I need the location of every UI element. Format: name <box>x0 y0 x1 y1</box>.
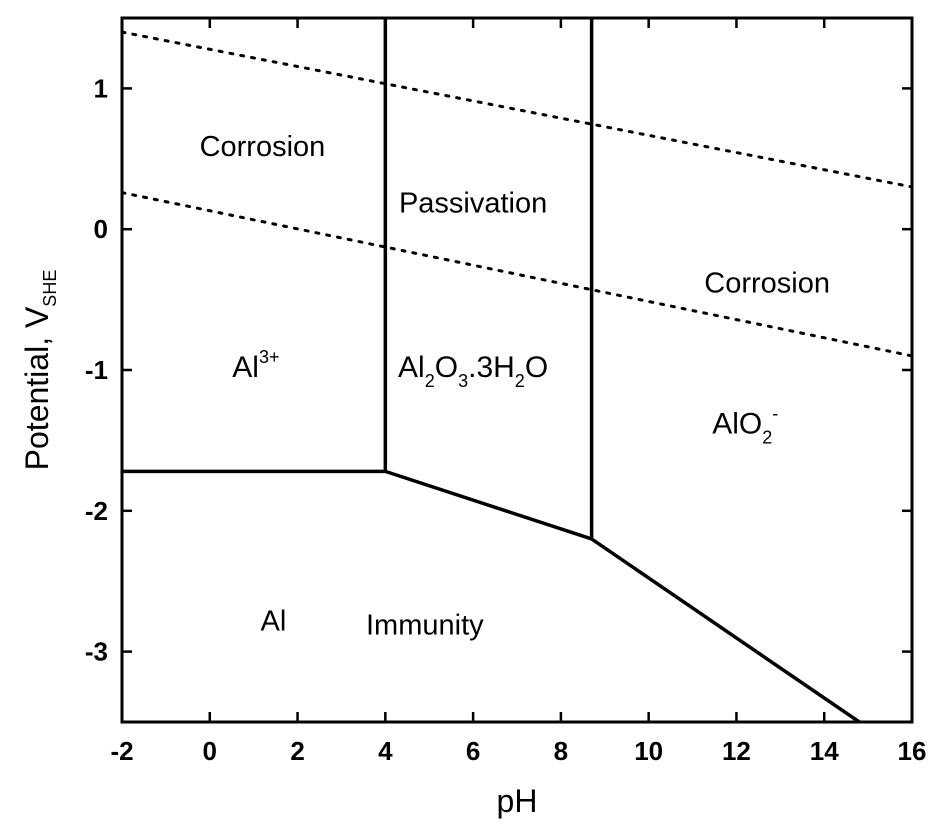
species-label-part: 3+ <box>259 347 280 367</box>
species-label-part: Al <box>398 351 425 384</box>
phase-boundary-line-2 <box>590 537 861 722</box>
region-label-4: Al <box>261 605 287 637</box>
y-tick-label: -3 <box>85 637 108 667</box>
y-axis-title-main: Potential, V <box>19 306 55 470</box>
tick-marks <box>120 18 914 722</box>
region-label-0: Corrosion <box>200 131 326 163</box>
species-label-part: AlO <box>712 407 762 440</box>
species-label-7: AlO2- <box>712 403 778 447</box>
region-label-2: Corrosion <box>704 268 830 300</box>
x-axis-title: pH <box>497 783 538 819</box>
phase-boundary-line-1 <box>384 469 593 541</box>
water-stability-line-5 <box>122 30 912 189</box>
x-tick-label: 8 <box>554 736 568 766</box>
water-stability-line-6 <box>122 191 912 358</box>
series-layer <box>122 18 912 722</box>
species-label-part: O <box>525 351 548 384</box>
species-label-part: .3H <box>468 351 515 384</box>
x-tick-label: 16 <box>898 736 927 766</box>
species-label-6: Al2O3.3H2O <box>398 351 548 391</box>
x-tick-label: 2 <box>290 736 304 766</box>
y-tick-label: 1 <box>94 73 108 103</box>
x-tick-label: -2 <box>110 736 133 766</box>
annotations: CorrosionPassivationCorrosionImmunityAlA… <box>200 131 830 642</box>
y-tick-label: -2 <box>85 496 108 526</box>
x-tick-label: 4 <box>378 736 393 766</box>
region-label-3: Immunity <box>366 610 484 642</box>
species-label-part: 3 <box>458 371 468 391</box>
x-tick-label: 10 <box>634 736 663 766</box>
species-label-part: - <box>772 403 778 423</box>
species-label-part: 2 <box>425 371 435 391</box>
x-tick-label: 6 <box>466 736 480 766</box>
species-label-part: O <box>435 351 458 384</box>
species-label-5: Al3+ <box>232 347 279 384</box>
y-axis-title: Potential, VSHE <box>19 270 60 471</box>
species-label-part: Al <box>232 351 259 384</box>
y-tick-label: 0 <box>94 214 108 244</box>
species-label-part: 2 <box>515 371 525 391</box>
species-label-part: 2 <box>762 427 772 447</box>
y-tick-label: -1 <box>85 355 108 385</box>
region-label-1: Passivation <box>399 187 547 219</box>
x-tick-label: 12 <box>722 736 751 766</box>
x-tick-label: 0 <box>203 736 217 766</box>
y-axis-title-subscript: SHE <box>40 270 60 307</box>
x-tick-label: 14 <box>810 736 839 766</box>
